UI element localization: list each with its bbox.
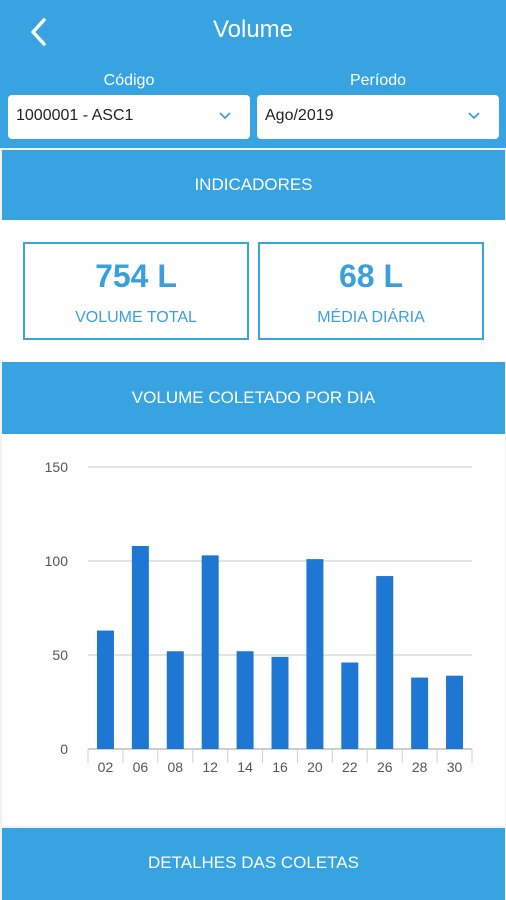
bar (201, 555, 219, 749)
volume-bar-chart: 0 50 100 150 02 06 08 12 14 16 20 22 26 28 30 (45, 459, 473, 775)
volume-por-dia-header: VOLUME COLETADO POR DIA (2, 362, 505, 434)
volume-total-label: VOLUME TOTAL (75, 309, 197, 326)
bar (376, 576, 394, 749)
x-tick-label: 28 (412, 759, 428, 775)
bar (236, 651, 254, 749)
periodo-select-value: Ago/2019 (265, 107, 334, 124)
page-title: Volume (212, 16, 294, 43)
y-tick-label: 0 (60, 741, 68, 757)
y-tick-label: 150 (45, 459, 69, 475)
y-tick-label: 100 (45, 553, 69, 569)
bar (446, 675, 464, 749)
media-diaria-value: 68 L (338, 258, 404, 294)
x-tick-label: 08 (167, 759, 183, 775)
periodo-select[interactable]: Ago/2019 (257, 95, 499, 139)
codigo-label: Código (103, 72, 155, 89)
codigo-select[interactable]: 1000001 - ASC1 (8, 95, 250, 139)
media-diaria-label: MÉDIA DIÁRIA (317, 309, 425, 326)
y-tick-label: 50 (52, 647, 68, 663)
x-tick-label: 30 (447, 759, 463, 775)
bar (131, 545, 149, 749)
codigo-select-value: 1000001 - ASC1 (16, 107, 134, 124)
bar (96, 630, 114, 749)
periodo-label: Período (349, 72, 407, 89)
x-tick-label: 02 (98, 759, 114, 775)
chevron-down-icon (219, 112, 231, 120)
volume-total-card: 754 L VOLUME TOTAL (23, 242, 249, 340)
x-tick-label: 06 (133, 759, 149, 775)
x-tick-label: 16 (272, 759, 288, 775)
x-tick-label: 20 (307, 759, 323, 775)
bar (306, 559, 324, 749)
back-button[interactable] (22, 14, 58, 50)
volume-total-value: 754 L (95, 258, 177, 294)
x-tick-label: 12 (202, 759, 218, 775)
bar (271, 656, 289, 749)
app-header: Volume Código Período 1000001 - ASC1 Ago… (0, 0, 506, 148)
media-diaria-card: 68 L MÉDIA DIÁRIA (258, 242, 484, 340)
bar (341, 662, 359, 749)
chevron-left-icon (31, 18, 46, 46)
x-tick-label: 14 (237, 759, 253, 775)
x-tick-label: 26 (377, 759, 393, 775)
bar (411, 677, 429, 749)
chevron-down-icon (468, 112, 480, 120)
bar (166, 651, 184, 749)
detalhes-coletas-button[interactable]: DETALHES DAS COLETAS (2, 828, 505, 900)
indicadores-header: INDICADORES (2, 150, 505, 220)
volume-chart: 0 50 100 150 02 06 08 12 14 16 20 22 26 28 30 (2, 434, 505, 826)
x-tick-label: 22 (342, 759, 358, 775)
